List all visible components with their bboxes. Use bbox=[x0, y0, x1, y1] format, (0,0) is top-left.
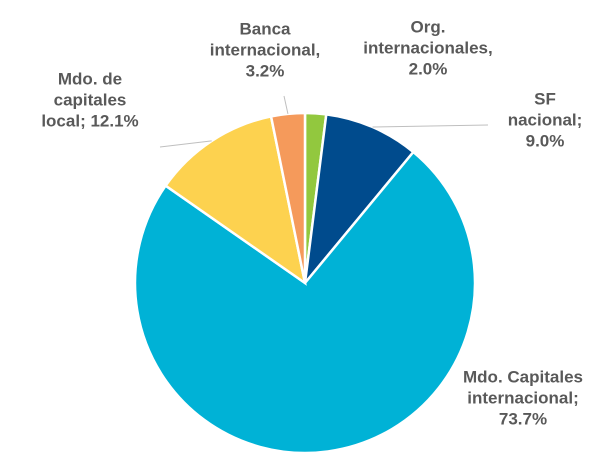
value-label: 12.1% bbox=[90, 111, 139, 131]
category-label: Org. internacionales, bbox=[363, 17, 493, 58]
value-label: 2.0% bbox=[408, 59, 448, 79]
pie-slice bbox=[269, 111, 307, 284]
pie-slice bbox=[133, 150, 477, 454]
leader-line bbox=[283, 95, 289, 114]
category-label: Banca internacional, bbox=[209, 19, 321, 60]
data-label: Banca internacional, 3.2% bbox=[198, 19, 333, 82]
category-label: SF nacional; bbox=[507, 89, 583, 130]
leader-line bbox=[159, 140, 212, 148]
category-label: Mdo. Capitales internacional; bbox=[463, 367, 583, 408]
data-label: Mdo. Capitales internacional; 73.7% bbox=[459, 367, 587, 430]
category-label: Mdo. de capitales local; bbox=[41, 69, 127, 131]
leader-line bbox=[372, 124, 489, 128]
data-label: Mdo. de capitales local; 12.1% bbox=[35, 69, 145, 132]
value-label: 9.0% bbox=[525, 131, 565, 151]
data-label: Org. internacionales, 2.0% bbox=[353, 17, 503, 80]
pie-slice bbox=[303, 112, 416, 288]
data-label: SF nacional; 9.0% bbox=[503, 89, 588, 152]
value-label: 3.2% bbox=[245, 61, 285, 81]
value-label: 73.7% bbox=[498, 409, 548, 429]
